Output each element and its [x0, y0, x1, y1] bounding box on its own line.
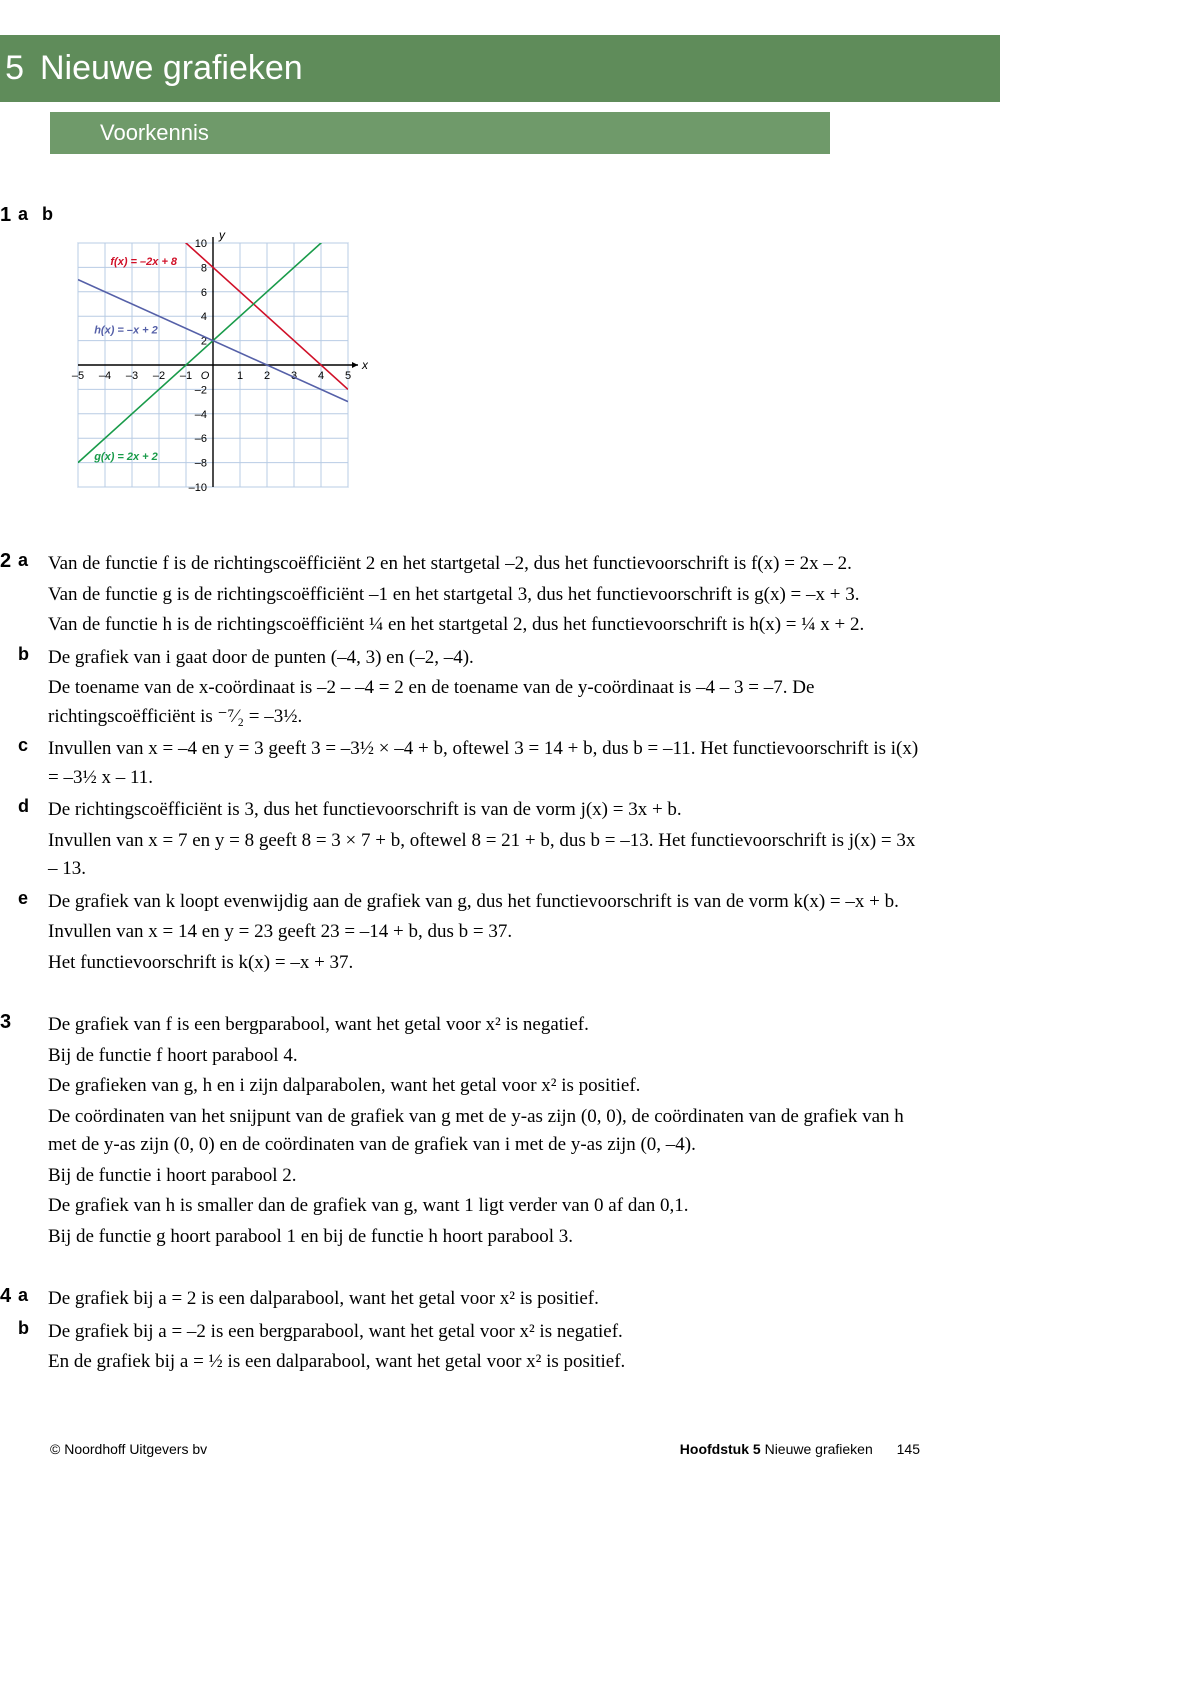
- svg-text:–5: –5: [72, 370, 84, 382]
- exercise-number: 2: [0, 550, 18, 981]
- exercise-3: 3 De grafiek van f is een bergparabool, …: [0, 1011, 920, 1255]
- answer-text: De grafiek van f is een bergparabool, wa…: [48, 1011, 920, 1253]
- sub-label: a: [18, 550, 48, 642]
- svg-text:–1: –1: [180, 370, 192, 382]
- sub-label: b: [18, 1318, 48, 1379]
- answer-text: Van de functie f is de richtingscoëffici…: [48, 550, 920, 642]
- svg-text:–4: –4: [195, 409, 207, 421]
- svg-text:4: 4: [318, 370, 324, 382]
- svg-text:10: 10: [195, 238, 207, 250]
- sub-label: c: [18, 735, 48, 794]
- svg-text:2: 2: [264, 370, 270, 382]
- answer-text: De grafiek van i gaat door de punten (–4…: [48, 644, 920, 734]
- exercise-number: 4: [0, 1285, 18, 1381]
- exercise-number: 3: [0, 1011, 18, 1255]
- svg-text:O: O: [201, 370, 210, 382]
- exercise-1: 1 a b –5–4–3–2–112345O–10–8–6–4–2246810x…: [0, 204, 920, 510]
- subheading-banner: Voorkennis: [50, 112, 830, 154]
- svg-text:–10: –10: [189, 482, 207, 494]
- chapter-banner: 5 Nieuwe grafieken: [0, 35, 1000, 102]
- svg-text:–3: –3: [126, 370, 138, 382]
- svg-text:5: 5: [345, 370, 351, 382]
- copyright: © Noordhoff Uitgevers bv: [50, 1441, 207, 1457]
- svg-text:–4: –4: [99, 370, 111, 382]
- line-chart: –5–4–3–2–112345O–10–8–6–4–2246810xyf(x) …: [48, 225, 368, 505]
- chapter-number: 5: [0, 49, 40, 88]
- page-footer: © Noordhoff Uitgevers bv Hoofdstuk 5 Nie…: [0, 1401, 1000, 1477]
- sub-label: e: [18, 888, 48, 980]
- svg-text:–8: –8: [195, 458, 207, 470]
- svg-text:1: 1: [237, 370, 243, 382]
- sub-label-b: b: [42, 204, 53, 225]
- sub-label: d: [18, 796, 48, 886]
- answer-text: De grafiek bij a = 2 is een dalparabool,…: [48, 1285, 920, 1316]
- svg-text:4: 4: [201, 311, 207, 323]
- exercise-number: 1: [0, 204, 18, 510]
- sub-label: a: [18, 1285, 48, 1316]
- page-number: 145: [897, 1441, 920, 1457]
- chapter-title: Nieuwe grafieken: [40, 49, 303, 88]
- answer-text: De grafiek bij a = –2 is een bergparaboo…: [48, 1318, 920, 1379]
- svg-text:–2: –2: [195, 384, 207, 396]
- svg-text:–2: –2: [153, 370, 165, 382]
- svg-text:g(x) = 2x + 2: g(x) = 2x + 2: [93, 451, 158, 463]
- exercise-4: 4 a De grafiek bij a = 2 is een dalparab…: [0, 1285, 920, 1381]
- svg-text:h(x) = –x + 2: h(x) = –x + 2: [94, 324, 158, 336]
- svg-text:x: x: [361, 358, 368, 372]
- answer-text: De richtingscoëfficiënt is 3, dus het fu…: [48, 796, 920, 886]
- svg-text:f(x) = –2x + 8: f(x) = –2x + 8: [110, 256, 178, 268]
- svg-text:–6: –6: [195, 433, 207, 445]
- sub-label-a: a: [18, 204, 28, 225]
- svg-text:8: 8: [201, 262, 207, 274]
- exercise-2: 2 a Van de functie f is de richtingscoëf…: [0, 550, 920, 981]
- answer-text: De grafiek van k loopt evenwijdig aan de…: [48, 888, 920, 980]
- svg-text:6: 6: [201, 287, 207, 299]
- sub-label: b: [18, 644, 48, 734]
- answer-text: Invullen van x = –4 en y = 3 geeft 3 = –…: [48, 735, 920, 794]
- svg-text:y: y: [218, 228, 226, 242]
- footer-chapter: Hoofdstuk 5 Nieuwe grafieken 145: [680, 1441, 920, 1457]
